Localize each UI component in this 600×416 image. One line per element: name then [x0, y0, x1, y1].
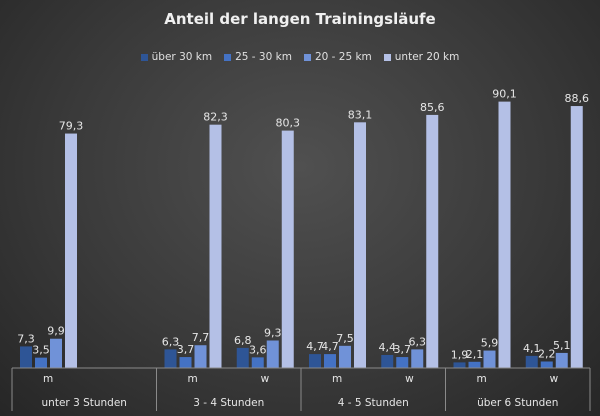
legend-label: unter 20 km: [394, 51, 460, 63]
data-label: 5,9: [481, 337, 499, 350]
data-label: 2,2: [538, 347, 556, 360]
bar: [50, 338, 62, 368]
bar: [426, 114, 439, 368]
data-label: 80,3: [276, 117, 301, 130]
data-label: 3,6: [249, 343, 267, 356]
data-label: 83,1: [348, 108, 373, 121]
legend-item: 25 - 30 km: [224, 51, 292, 63]
data-label: 7,5: [336, 332, 354, 345]
bar: [236, 347, 249, 368]
bar: [498, 101, 511, 368]
bar: [525, 355, 538, 368]
bar: [453, 362, 466, 368]
data-label: 7,7: [192, 331, 210, 344]
bar: [483, 350, 496, 368]
bar: [266, 340, 279, 368]
data-label: 4,1: [523, 342, 541, 355]
data-label: 6,3: [409, 335, 427, 348]
bar: [381, 354, 394, 368]
x-tick-label: m: [332, 373, 342, 385]
bar: [194, 345, 207, 368]
data-label: 4,4: [379, 341, 397, 354]
x-tick-label: m: [477, 373, 487, 385]
data-label: 2,1: [466, 348, 484, 361]
bar: [251, 357, 264, 368]
data-label: 3,5: [32, 344, 50, 357]
legend-item: unter 20 km: [383, 51, 460, 63]
legend-item: 20 - 25 km: [303, 51, 372, 63]
chart-title: Anteil der langen Trainingsläufe: [164, 10, 436, 28]
x-group-label: 3 - 4 Stunden: [193, 397, 264, 409]
data-label: 85,6: [420, 101, 445, 114]
bar: [20, 346, 32, 368]
bar: [179, 357, 192, 368]
bar: [540, 361, 553, 368]
legend-item: über 30 km: [140, 51, 213, 63]
bar: [281, 130, 294, 368]
legend-swatch: [303, 53, 311, 61]
bar: [324, 354, 336, 368]
bar: [209, 124, 222, 369]
bar: [555, 352, 568, 368]
data-label: 4,7: [306, 340, 324, 353]
data-label: 9,3: [264, 327, 282, 340]
x-group-label: unter 3 Stunden: [42, 397, 127, 409]
bar: [396, 357, 409, 368]
x-tick-label: w: [550, 373, 559, 385]
bar: [354, 122, 366, 368]
legend-swatch: [383, 53, 391, 61]
x-tick-label: w: [405, 373, 414, 385]
data-label: 7,3: [17, 332, 35, 345]
data-label: 1,9: [451, 348, 469, 361]
x-tick-label: m: [188, 373, 198, 385]
data-label: 6,3: [162, 335, 180, 348]
bar: [570, 106, 583, 368]
data-label: 5,1: [553, 339, 571, 352]
legend-label: 20 - 25 km: [314, 51, 372, 63]
data-label: 90,1: [492, 88, 517, 101]
legend-swatch: [224, 53, 232, 61]
bar: [35, 357, 47, 368]
bar: [339, 345, 351, 368]
x-tick-label: m: [43, 373, 53, 385]
legend-label: 25 - 30 km: [235, 51, 292, 63]
bar: [164, 349, 177, 368]
data-label: 4,7: [321, 340, 339, 353]
data-label: 82,3: [203, 111, 228, 124]
x-group-label: 4 - 5 Stunden: [338, 397, 409, 409]
data-label: 79,3: [59, 120, 84, 133]
legend-swatch: [140, 53, 148, 61]
bar: [309, 354, 321, 368]
bar: [468, 361, 481, 368]
data-label: 6,8: [234, 334, 252, 347]
data-label: 9,9: [47, 325, 65, 338]
legend-label: über 30 km: [151, 51, 213, 63]
x-tick-label: w: [261, 373, 270, 385]
bar: [411, 349, 424, 368]
data-label: 3,7: [177, 343, 195, 356]
data-label: 3,7: [394, 343, 412, 356]
x-group-label: über 6 Stunden: [477, 397, 558, 409]
legend: über 30 km 25 - 30 km 20 - 25 km unter 20 k…: [0, 51, 600, 63]
data-label: 88,6: [565, 92, 590, 105]
bar: [65, 133, 77, 368]
